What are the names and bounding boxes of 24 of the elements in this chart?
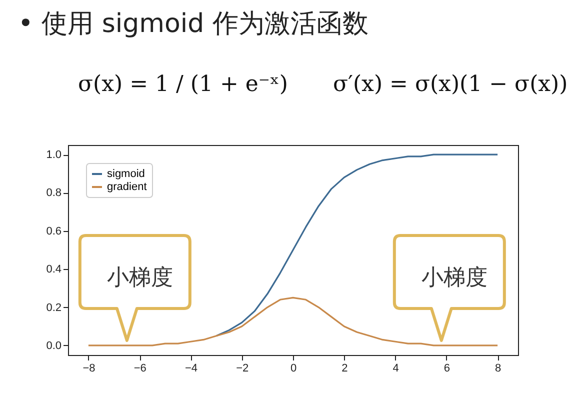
annotation: 小梯度 [421,265,488,290]
annotation: 小梯度 [106,265,173,290]
y-tick-label: 0.4 [46,264,62,276]
line-series [215,154,498,337]
legend-label: gradient [107,181,147,193]
legend-label: sigmoid [107,168,145,180]
text: σ(x) = 1 / (1 + e⁻ˣ) [78,72,288,97]
chart-title: • 使用 sigmoid 作为激活函数 [18,8,368,41]
y-tick-label: 1.0 [46,149,62,162]
y-tick-label: 0.2 [46,302,62,314]
x-tick-label: −2 [236,362,249,374]
x-tick-label: 8 [494,362,502,374]
x-tick-label: −6 [134,362,146,374]
x-tick-label: −4 [184,362,198,374]
x-tick-label: 4 [392,362,399,374]
x-tick-label: 2 [342,362,348,374]
x-tick-label: 6 [444,362,450,374]
y-tick-label: 0.8 [46,187,62,200]
text: σ′(x) = σ(x)(1 − σ(x)) [332,72,568,97]
y-tick-label: 0.0 [46,340,62,352]
x-tick-label: 0 [290,362,297,374]
x-tick-label: −8 [82,362,96,374]
y-tick-label: 0.6 [46,225,62,238]
line-series [88,296,498,346]
